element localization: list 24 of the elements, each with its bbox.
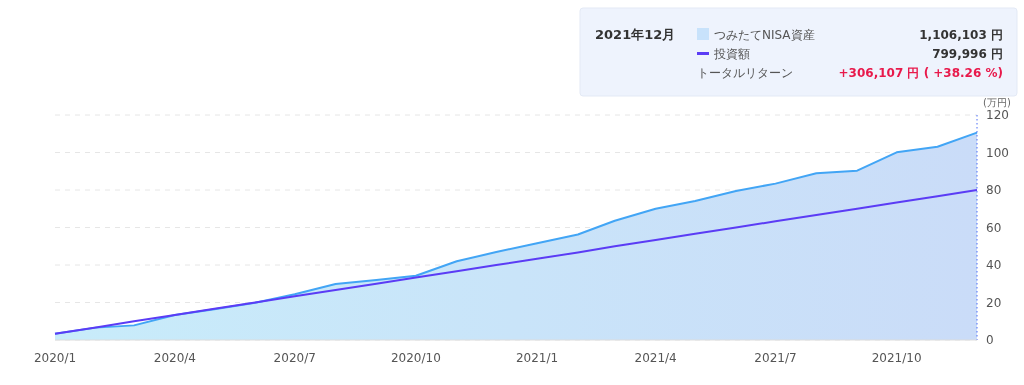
x-tick-label: 2021/7 <box>754 351 797 365</box>
x-tick-label: 2020/10 <box>390 351 441 365</box>
y-tick-label: 0 <box>986 333 994 347</box>
y-axis-title: (万円) <box>983 97 1011 108</box>
y-tick-label: 60 <box>986 220 1002 235</box>
x-tick-label: 2020/4 <box>153 351 196 365</box>
x-tick-label: 2020/1 <box>33 351 77 365</box>
legend-label: つみたてNISA資産 <box>714 28 815 42</box>
y-tick-label: 40 <box>986 258 1002 272</box>
x-tick-label: 2020/7 <box>273 351 316 365</box>
y-tick-label: 120 <box>986 108 1009 122</box>
x-tick-label: 2021/4 <box>634 351 677 365</box>
y-tick-label: 100 <box>986 145 1009 160</box>
text: 1,106,103 円 <box>919 28 1003 42</box>
line-series <box>54 189 978 335</box>
text: +306,107 円 ( +38.26 %) <box>838 66 1003 80</box>
x-tick-label: 2021/10 <box>871 351 922 365</box>
y-tick-label: 80 <box>986 183 1002 197</box>
text: トータルリターン <box>697 66 793 80</box>
text: 2021年12月 <box>595 27 676 42</box>
text: 799,996 円 <box>932 47 1003 61</box>
x-tick-label: 2021/1 <box>515 351 559 365</box>
legend-label: 投資額 <box>713 47 750 61</box>
y-tick-label: 20 <box>986 295 1002 310</box>
